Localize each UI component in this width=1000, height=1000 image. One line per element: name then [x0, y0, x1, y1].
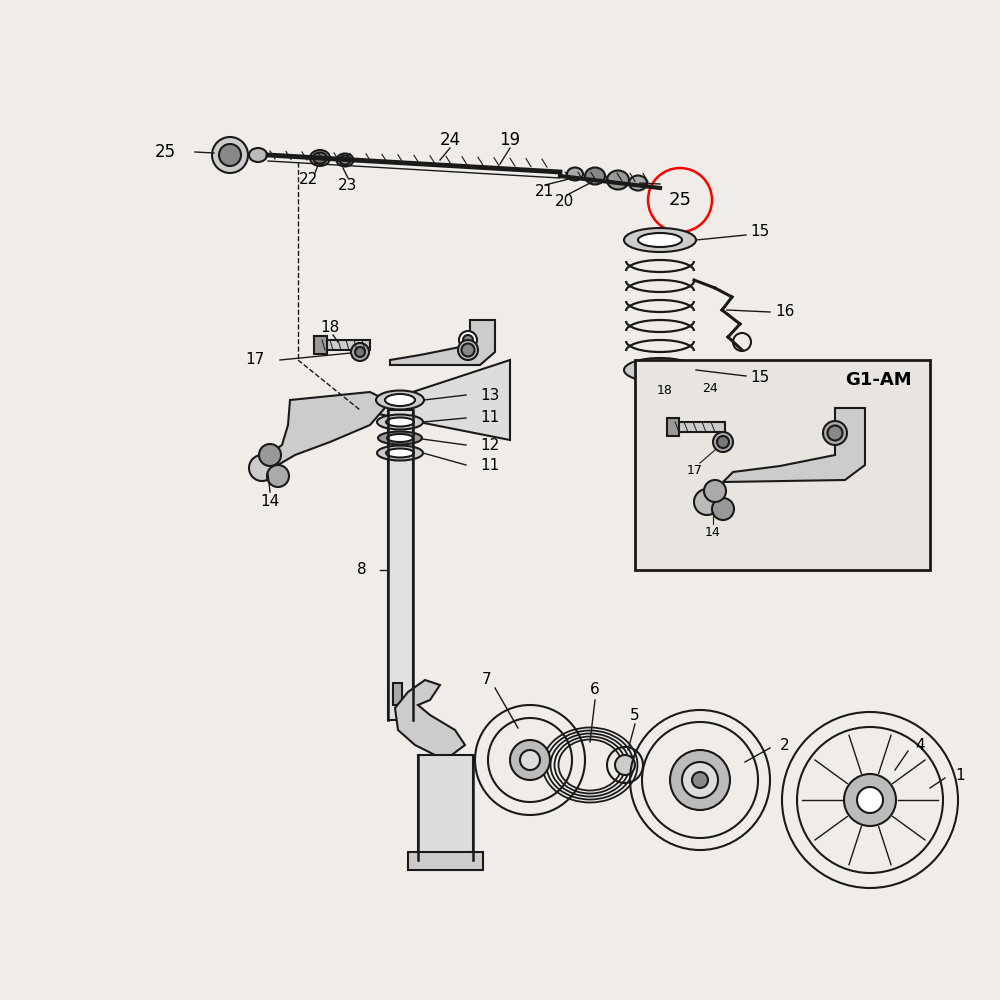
Text: 20: 20	[555, 194, 575, 210]
Polygon shape	[272, 392, 390, 465]
Text: 25: 25	[154, 143, 176, 161]
Circle shape	[694, 489, 720, 515]
Text: 21: 21	[535, 184, 555, 200]
Polygon shape	[358, 360, 510, 440]
Circle shape	[682, 762, 718, 798]
Ellipse shape	[376, 390, 424, 410]
Text: 11: 11	[480, 410, 500, 426]
Ellipse shape	[377, 446, 423, 460]
Text: G1-AM: G1-AM	[845, 371, 911, 389]
Circle shape	[351, 343, 369, 361]
Circle shape	[212, 137, 248, 173]
Ellipse shape	[823, 421, 847, 445]
Bar	[635, 360, 930, 570]
Text: 7: 7	[482, 672, 492, 688]
Ellipse shape	[638, 233, 682, 247]
Text: 22: 22	[298, 172, 318, 188]
Text: 23: 23	[338, 178, 358, 194]
Polygon shape	[395, 680, 465, 760]
Text: 17: 17	[687, 464, 703, 477]
Ellipse shape	[638, 363, 682, 377]
Circle shape	[520, 750, 540, 770]
Circle shape	[259, 444, 281, 466]
Circle shape	[615, 755, 635, 775]
Ellipse shape	[310, 150, 330, 166]
Text: 19: 19	[499, 131, 521, 149]
Circle shape	[463, 335, 473, 345]
Bar	[673, 422, 725, 432]
Text: 24: 24	[439, 131, 461, 149]
Circle shape	[249, 455, 275, 481]
Ellipse shape	[624, 358, 696, 382]
Text: 17: 17	[245, 353, 265, 367]
Text: 6: 6	[590, 682, 600, 698]
Ellipse shape	[385, 394, 415, 406]
Circle shape	[670, 750, 730, 810]
Circle shape	[717, 436, 729, 448]
Ellipse shape	[378, 432, 422, 444]
Ellipse shape	[458, 340, 478, 360]
Text: 15: 15	[750, 370, 770, 385]
Polygon shape	[723, 408, 865, 482]
Circle shape	[692, 772, 708, 788]
Bar	[418, 755, 473, 860]
Text: 15: 15	[750, 225, 770, 239]
Text: 12: 12	[480, 438, 500, 452]
Text: 18: 18	[320, 320, 340, 336]
Text: 13: 13	[480, 387, 500, 402]
Text: 14: 14	[705, 526, 721, 538]
Circle shape	[713, 432, 733, 452]
Circle shape	[712, 498, 734, 520]
Ellipse shape	[386, 448, 414, 458]
Text: 18: 18	[657, 383, 673, 396]
Circle shape	[355, 347, 365, 357]
Ellipse shape	[386, 418, 414, 426]
Ellipse shape	[462, 344, 475, 357]
Ellipse shape	[377, 414, 423, 430]
Circle shape	[704, 480, 726, 502]
Ellipse shape	[336, 153, 354, 166]
Polygon shape	[390, 320, 495, 365]
Circle shape	[219, 144, 241, 166]
Ellipse shape	[249, 148, 267, 162]
Ellipse shape	[340, 155, 351, 164]
Text: 8: 8	[357, 562, 367, 578]
Bar	[408, 852, 483, 870]
Text: 16: 16	[775, 304, 795, 320]
Ellipse shape	[624, 228, 696, 252]
Ellipse shape	[607, 170, 629, 190]
Ellipse shape	[828, 426, 842, 440]
Bar	[393, 683, 402, 705]
Bar	[314, 336, 327, 354]
Circle shape	[267, 465, 289, 487]
Circle shape	[510, 740, 550, 780]
Ellipse shape	[313, 152, 327, 163]
Bar	[320, 340, 370, 350]
Text: 5: 5	[630, 708, 640, 722]
Ellipse shape	[567, 167, 583, 180]
Ellipse shape	[387, 434, 413, 442]
Circle shape	[844, 774, 896, 826]
Bar	[388, 410, 413, 720]
Text: 11: 11	[480, 458, 500, 473]
Text: 25: 25	[668, 191, 692, 209]
Ellipse shape	[585, 167, 605, 184]
Circle shape	[459, 331, 477, 349]
Text: 24: 24	[702, 381, 718, 394]
Text: 14: 14	[260, 494, 280, 510]
Text: 4: 4	[915, 738, 925, 752]
Text: 2: 2	[780, 738, 790, 752]
Circle shape	[857, 787, 883, 813]
Text: 1: 1	[955, 768, 965, 782]
Bar	[667, 418, 679, 436]
Ellipse shape	[629, 176, 647, 190]
